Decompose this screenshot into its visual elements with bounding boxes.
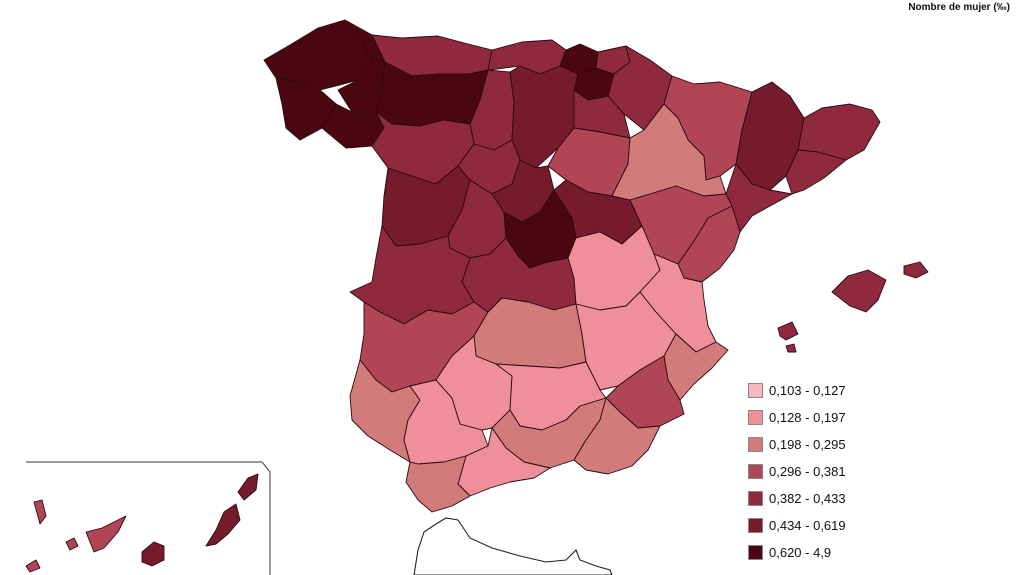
legend-item: 0,128 - 0,197 [748, 404, 888, 431]
region-lanzarote[interactable] [237, 473, 259, 501]
region-menorca[interactable] [903, 261, 929, 279]
legend-label: 0,103 - 0,127 [769, 383, 846, 398]
region-gran-canaria[interactable] [141, 541, 165, 567]
canary-inset-frame [26, 461, 271, 575]
region-almeria[interactable] [573, 397, 661, 475]
legend-label: 0,128 - 0,197 [769, 410, 846, 425]
legend-swatch [748, 491, 763, 506]
region-formentera[interactable] [785, 343, 797, 353]
region-tenerife[interactable] [85, 515, 127, 553]
legend-label: 0,198 - 0,295 [769, 437, 846, 452]
legend-item: 0,296 - 0,381 [748, 458, 888, 485]
legend-swatch [748, 464, 763, 479]
legend-item: 0,198 - 0,295 [748, 431, 888, 458]
legend-label: 0,620 - 4,9 [769, 545, 832, 560]
legend-swatch [748, 437, 763, 452]
africa-coast-outline [413, 517, 613, 575]
region-la-gomera[interactable] [65, 537, 79, 551]
legend-swatch [748, 545, 763, 560]
legend-label: 0,434 - 0,619 [769, 518, 846, 533]
region-el-hierro[interactable] [25, 559, 41, 573]
legend: 0,103 - 0,127 0,128 - 0,197 0,198 - 0,29… [748, 377, 888, 566]
legend-label: 0,382 - 0,433 [769, 491, 846, 506]
region-ibiza[interactable] [777, 321, 799, 341]
legend-swatch [748, 383, 763, 398]
legend-swatch [748, 518, 763, 533]
region-fuerteventura[interactable] [205, 503, 241, 547]
region-cadiz[interactable] [405, 455, 471, 513]
region-la-palma[interactable] [33, 499, 47, 525]
legend-swatch [748, 410, 763, 425]
legend-label: 0,296 - 0,381 [769, 464, 846, 479]
legend-item: 0,103 - 0,127 [748, 377, 888, 404]
region-barcelona[interactable] [785, 149, 847, 195]
region-mallorca[interactable] [831, 269, 887, 313]
map-title: Nombre de mujer (‰) [908, 2, 1010, 13]
legend-item: 0,434 - 0,619 [748, 512, 888, 539]
region-navarra[interactable] [607, 45, 673, 131]
legend-item: 0,620 - 4,9 [748, 539, 888, 566]
legend-item: 0,382 - 0,433 [748, 485, 888, 512]
